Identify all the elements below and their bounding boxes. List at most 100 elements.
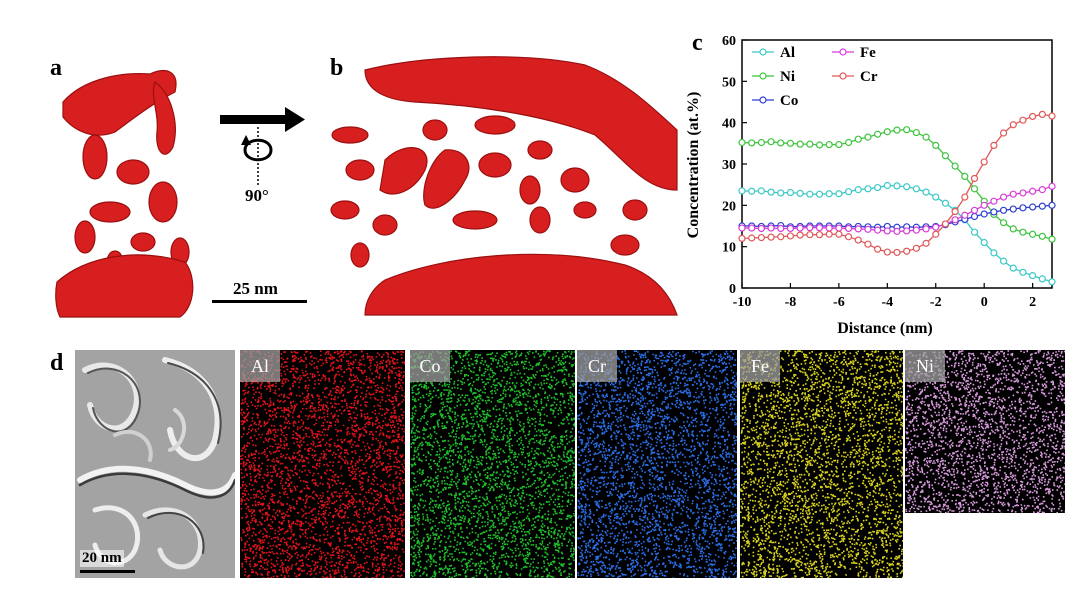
data-point-fe: [912, 226, 920, 234]
data-point-ni: [961, 172, 969, 180]
data-point-al: [796, 189, 804, 197]
data-point-al: [990, 249, 998, 257]
element-map-al: Al: [240, 350, 405, 578]
y-tick-label: 0: [729, 282, 736, 297]
data-point-fe: [970, 206, 979, 214]
data-point-fe: [893, 227, 901, 235]
tem-image: 20 nm: [75, 350, 235, 578]
data-point-fe: [748, 224, 756, 232]
data-point-ni: [844, 138, 853, 147]
data-point-ni: [738, 138, 746, 147]
data-point-co: [999, 206, 1008, 214]
x-tick-label: -8: [785, 295, 797, 310]
data-point-fe: [951, 216, 959, 224]
data-point-ni: [854, 135, 862, 143]
y-tick-label: 40: [722, 117, 736, 132]
data-point-al: [883, 181, 891, 190]
data-point-cr: [893, 248, 901, 257]
element-map-label: Cr: [577, 350, 617, 382]
data-point-ni: [912, 128, 920, 137]
legend-label-cr: Cr: [860, 69, 878, 85]
data-point-cr: [864, 240, 872, 248]
scale-bar-label-top: 25 nm: [233, 279, 278, 298]
data-point-fe: [1038, 186, 1046, 194]
element-map-label: Fe: [740, 350, 780, 382]
scale-bar-top: [212, 300, 307, 303]
data-point-cr: [796, 231, 804, 239]
data-point-ni: [893, 126, 901, 134]
data-point-fe: [767, 224, 775, 232]
element-map-cr: Cr: [577, 350, 737, 578]
legend-marker-ni: [759, 72, 767, 80]
data-point-al: [844, 188, 853, 196]
data-point-co: [970, 212, 979, 221]
data-point-ni: [951, 162, 959, 170]
data-point-al: [874, 183, 882, 192]
data-point-fe: [844, 224, 853, 233]
data-point-cr: [786, 232, 795, 240]
data-point-cr: [883, 248, 891, 256]
data-point-al: [922, 188, 930, 196]
x-tick-label: 0: [981, 295, 988, 310]
data-point-ni: [1029, 230, 1037, 238]
data-point-ni: [757, 138, 765, 147]
data-point-al: [854, 186, 862, 194]
y-tick-label: 50: [722, 75, 736, 90]
data-point-ni: [932, 141, 940, 150]
data-point-al: [941, 199, 950, 207]
data-point-ni: [806, 140, 814, 148]
data-point-cr: [777, 233, 785, 241]
legend-marker-cr: [839, 72, 847, 80]
data-point-ni: [903, 126, 911, 134]
data-point-ni: [777, 139, 785, 147]
data-point-ni: [1019, 228, 1027, 236]
data-point-fe: [922, 225, 930, 233]
data-point-fe: [815, 224, 824, 232]
data-point-ni: [941, 152, 950, 160]
data-point-cr: [1038, 110, 1046, 119]
data-point-al: [786, 188, 795, 197]
data-point-co: [1009, 205, 1017, 213]
element-map-label: Co: [410, 350, 450, 382]
data-point-fe: [864, 225, 872, 233]
data-point-cr: [980, 158, 988, 166]
y-tick-label: 60: [722, 34, 736, 49]
x-tick-label: 2: [1029, 295, 1036, 310]
x-tick-label: -10: [733, 295, 752, 310]
data-point-fe: [1019, 189, 1027, 197]
data-point-cr: [922, 239, 930, 247]
element-map-ni: Ni: [905, 350, 1065, 513]
data-point-cr: [854, 236, 862, 244]
data-point-ni: [922, 133, 930, 141]
panel-label-b: b: [330, 55, 344, 81]
data-point-al: [1029, 272, 1037, 280]
data-point-fe: [825, 224, 833, 232]
data-point-ni: [999, 219, 1008, 227]
data-point-cr: [874, 245, 882, 253]
element-map-co: Co: [410, 350, 575, 578]
data-point-al: [1009, 264, 1017, 272]
data-point-cr: [941, 220, 950, 228]
legend-label-fe: Fe: [860, 45, 876, 61]
data-point-cr: [767, 233, 775, 241]
data-point-cr: [912, 244, 920, 252]
data-point-al: [912, 185, 920, 193]
data-point-al: [903, 183, 911, 191]
data-point-ni: [825, 140, 833, 149]
data-point-fe: [806, 224, 814, 232]
y-axis-label: Concentration (at.%): [685, 92, 702, 239]
data-point-co: [1038, 202, 1046, 210]
legend-label-ni: Ni: [780, 69, 795, 85]
data-point-cr: [903, 247, 911, 255]
data-point-cr: [999, 129, 1008, 137]
legend-marker-co: [759, 96, 767, 104]
data-point-al: [893, 182, 901, 190]
data-point-cr: [970, 174, 979, 183]
x-axis-label: Distance (nm): [837, 320, 933, 337]
data-point-ni: [1048, 235, 1056, 243]
element-map-fe: Fe: [740, 350, 903, 578]
x-tick-label: -6: [833, 295, 845, 310]
data-point-cr: [835, 230, 843, 238]
legend-label-co: Co: [780, 93, 798, 109]
data-point-al: [1048, 278, 1056, 286]
